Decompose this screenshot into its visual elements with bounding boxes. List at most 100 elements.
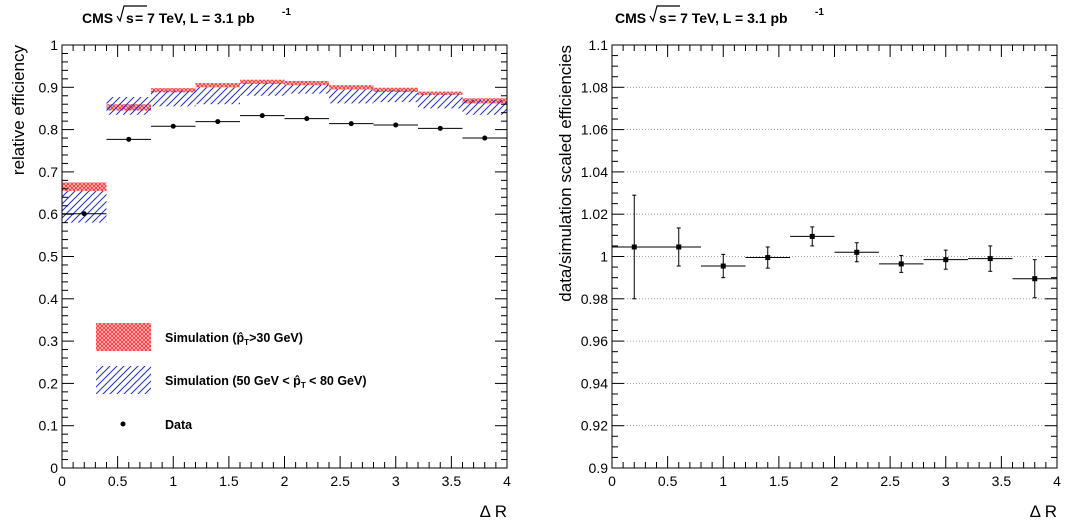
left-y-tick-label: 0.1 (39, 418, 59, 434)
band-bin-sim_mid_pt (284, 84, 329, 94)
left-x-tick-label: 1 (169, 473, 177, 489)
data-point (437, 125, 443, 131)
band-bin-sim_mid_pt (240, 83, 285, 96)
left-x-tick-label: 3 (392, 473, 400, 489)
left-header-text: = 7 TeV, L = 3.1 pb (135, 10, 255, 26)
right-y-tick-label: 1 (600, 249, 608, 265)
right-x-axis-title: Δ R (1030, 502, 1057, 521)
left-data-points (62, 113, 507, 217)
left-x-axis-title: Δ R (480, 502, 507, 521)
ratio-point (943, 257, 949, 263)
ratio-point (809, 233, 815, 239)
left-y-tick-label: 0.2 (39, 375, 59, 391)
ratio-point (898, 261, 904, 267)
right-header-text: = 7 TeV, L = 3.1 pb (668, 10, 788, 26)
data-point (81, 211, 87, 217)
left-x-tick-label: 3.5 (442, 473, 462, 489)
right-axes (611, 44, 1058, 469)
legend-swatch-red (96, 323, 151, 351)
right-header-energy: s (659, 10, 667, 26)
left-header-sqrt: s (116, 5, 147, 26)
data-point (482, 135, 488, 141)
left-y-tick-label: 0.8 (39, 122, 59, 138)
left-y-tick-label: 0.4 (39, 291, 59, 307)
legend-label-data: Data (165, 418, 193, 432)
data-point (126, 136, 132, 142)
right-tick-labels: 0 0.5 1 1.5 2 2.5 3 3.5 4 0.9 0.92 0.94 0.96 0.98 1 1.0… (581, 37, 1061, 489)
ratio-point (1032, 276, 1038, 282)
legend-label-red: Simulation (p̂T>30 GeV) (165, 331, 303, 347)
right-x-tick-label: 2 (831, 473, 839, 489)
left-x-tick-label: 0 (58, 473, 66, 489)
left-header-exponent: -1 (282, 7, 291, 18)
right-data-points (612, 194, 1057, 300)
data-point (170, 123, 176, 129)
right-x-tick-label: 0.5 (658, 473, 678, 489)
right-x-tick-label: 3 (942, 473, 950, 489)
left-x-tick-label: 2.5 (330, 473, 350, 489)
band-bin-sim_high_pt (62, 182, 107, 191)
band-bin-sim_mid_pt (462, 99, 507, 115)
left-y-axis-title: relative efficiency (9, 45, 28, 176)
band-bin-sim_mid_pt (373, 90, 418, 103)
right-x-tick-label: 1.5 (769, 473, 789, 489)
right-header-exponent: -1 (815, 7, 824, 18)
legend: Simulation (p̂T>30 GeV) Simulation (50 G… (96, 323, 367, 432)
data-point (304, 116, 310, 122)
ratio-point (854, 249, 860, 255)
right-x-tick-label: 3.5 (992, 473, 1012, 489)
left-x-tick-label: 4 (503, 473, 511, 489)
left-x-tick-label: 1.5 (219, 473, 239, 489)
right-y-tick-label: 1.04 (581, 164, 608, 180)
data-point (259, 113, 265, 119)
band-bin-sim_high_pt (240, 79, 285, 84)
right-x-tick-label: 0 (608, 473, 616, 489)
legend-marker-data (120, 421, 126, 427)
right-gridlines (612, 86, 1057, 427)
data-point (393, 122, 399, 128)
right-header-cms: CMS (615, 10, 646, 26)
left-y-tick-label: 0.6 (39, 206, 59, 222)
left-sim-bands (62, 79, 507, 223)
legend-label-blue: Simulation (50 GeV < p̂T < 80 GeV) (165, 374, 367, 390)
right-y-tick-label: 0.92 (581, 418, 608, 434)
right-y-tick-label: 1.02 (581, 206, 608, 222)
left-header-energy: s (126, 10, 134, 26)
left-y-tick-label: 0 (50, 460, 58, 476)
left-y-tick-label: 0.9 (39, 79, 59, 95)
right-y-tick-label: 1.1 (589, 37, 609, 53)
band-bin-sim_high_pt (373, 87, 418, 92)
left-y-tick-label: 0.5 (39, 249, 59, 265)
band-bin-sim_high_pt (195, 83, 240, 88)
left-panel: CMS s = 7 TeV, L = 3.1 pb -1 relative ef… (9, 5, 511, 521)
right-y-tick-label: 0.96 (581, 333, 608, 349)
band-bin-sim_high_pt (284, 80, 329, 86)
right-y-tick-label: 0.94 (581, 375, 608, 391)
band-bin-sim_mid_pt (106, 97, 151, 115)
right-x-tick-label: 4 (1053, 473, 1061, 489)
data-point (348, 121, 354, 127)
right-y-axis-title: data/simulation scaled efficiencies (556, 45, 575, 302)
ratio-point (987, 256, 993, 262)
band-bin-sim_mid_pt (151, 90, 196, 107)
ratio-point (676, 244, 682, 250)
right-y-tick-label: 1.08 (581, 79, 608, 95)
right-panel: CMS s = 7 TeV, L = 3.1 pb -1 data/simula… (556, 5, 1061, 521)
band-bin-sim_high_pt (329, 85, 374, 90)
left-x-tick-label: 0.5 (108, 473, 128, 489)
left-header-cms: CMS (82, 10, 113, 26)
left-x-tick-label: 2 (281, 473, 289, 489)
right-header-sqrt: s (649, 5, 680, 26)
band-bin-sim_mid_pt (195, 87, 240, 105)
right-y-tick-label: 0.9 (589, 460, 609, 476)
left-y-tick-label: 0.7 (39, 164, 59, 180)
right-x-tick-label: 1 (719, 473, 727, 489)
ratio-point (720, 263, 726, 269)
right-x-tick-label: 2.5 (880, 473, 900, 489)
band-bin-sim_high_pt (418, 91, 463, 95)
band-bin-sim_mid_pt (62, 190, 107, 223)
band-bin-sim_mid_pt (329, 89, 374, 104)
left-axes (61, 44, 508, 469)
legend-swatch-blue (96, 366, 151, 394)
